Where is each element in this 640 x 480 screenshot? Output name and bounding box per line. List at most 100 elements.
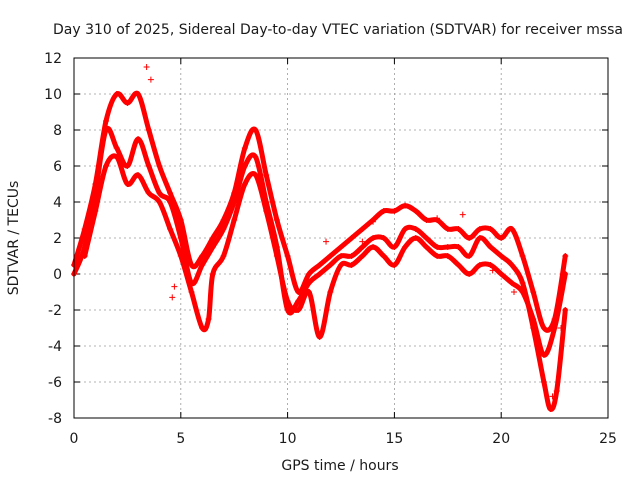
data-point-marker (476, 235, 483, 241)
data-point-marker (231, 217, 238, 223)
data-point-marker (231, 199, 238, 205)
data-point-marker (412, 226, 419, 232)
plot-frame (73, 57, 609, 419)
grid-lines (74, 58, 608, 418)
data-point-marker (199, 325, 206, 331)
data-point-marker (209, 271, 216, 277)
data-point-marker (487, 262, 494, 268)
data-point-marker (391, 244, 398, 250)
data-point-marker (252, 172, 259, 178)
data-point-marker (402, 202, 409, 209)
data-point-marker (273, 217, 280, 223)
data-point-marker (391, 262, 398, 268)
data-point-marker (188, 289, 195, 295)
data-point-marker (423, 244, 430, 250)
data-point-marker (209, 235, 216, 241)
data-point-marker (135, 172, 142, 178)
data-point-marker (167, 190, 174, 196)
data-point-marker (380, 235, 387, 241)
data-point-marker (327, 253, 334, 259)
data-point-marker (444, 253, 451, 259)
data-point-marker (402, 226, 409, 232)
data-point-marker (252, 127, 259, 133)
data-point-marker (156, 199, 163, 205)
data-point-marker (359, 238, 366, 245)
data-point-marker (380, 253, 387, 259)
data-point-marker (412, 208, 419, 214)
data-point-marker (284, 298, 291, 304)
data-point-marker (113, 154, 120, 160)
data-point-marker (295, 289, 302, 295)
data-point-marker (530, 316, 537, 322)
data-point-marker (338, 253, 344, 259)
data-point-marker (489, 267, 496, 274)
data-point-marker (284, 307, 291, 313)
data-point-marker (423, 235, 430, 241)
data-point-marker (487, 244, 494, 250)
data-point-marker (113, 91, 120, 97)
data-point-marker (498, 271, 505, 277)
data-point-marker (124, 181, 131, 187)
data-point-marker (205, 316, 212, 322)
data-point-marker (252, 154, 259, 160)
data-point-marker (220, 226, 227, 232)
data-point-marker (348, 253, 355, 259)
data-point-marker (348, 262, 355, 268)
data-point-marker (476, 226, 483, 232)
data-point-marker (338, 262, 344, 268)
data-point-marker (156, 190, 163, 196)
data-point-marker (553, 388, 560, 394)
data-point-marker (305, 280, 312, 286)
data-point-marker (540, 352, 547, 358)
data-point-marker (359, 226, 366, 232)
x-tick-label: 20 (492, 431, 510, 447)
x-tick-label: 0 (70, 431, 79, 447)
data-point-marker (295, 307, 302, 313)
data-point-marker (391, 208, 398, 214)
data-point-marker (540, 325, 547, 331)
series-band (71, 125, 568, 412)
data-point-marker (103, 118, 110, 124)
data-point-marker (323, 238, 330, 245)
data-point-marker (423, 217, 430, 223)
data-point-marker (551, 325, 558, 331)
data-point-marker (338, 244, 344, 250)
data-point-marker (455, 226, 462, 232)
data-point-marker (558, 325, 565, 331)
data-point-marker (316, 271, 323, 277)
data-point-marker (370, 244, 377, 250)
data-point-marker (359, 253, 366, 259)
data-point-marker (487, 226, 494, 232)
data-point-marker (241, 145, 248, 151)
data-point-marker (459, 211, 466, 218)
data-point-marker (562, 307, 569, 313)
data-point-marker (466, 235, 473, 241)
data-point-marker (434, 244, 441, 250)
data-point-marker (156, 163, 163, 169)
data-point-marker (444, 226, 451, 232)
data-point-marker (284, 253, 291, 259)
data-point-marker (455, 262, 462, 268)
data-point-marker (241, 163, 248, 169)
data-point-marker (562, 271, 569, 277)
data-point-marker (177, 235, 184, 241)
data-point-marker (241, 181, 248, 187)
y-tick-label: 12 (44, 51, 62, 67)
data-point-marker (370, 235, 377, 241)
data-point-marker (103, 127, 110, 133)
data-point-marker (327, 289, 334, 295)
data-point-marker (519, 280, 526, 286)
data-point-marker (549, 393, 556, 400)
y-axis-label: SDTVAR / TECUs (6, 181, 22, 296)
data-point-marker (145, 190, 152, 196)
series-track-a (71, 90, 569, 333)
y-tick-label: 6 (53, 159, 62, 175)
data-point-marker (455, 244, 462, 250)
data-point-marker (348, 235, 355, 241)
data-point-marker (444, 244, 451, 250)
data-point-marker (434, 253, 441, 259)
data-point-marker (508, 280, 515, 286)
data-point-marker (177, 253, 184, 259)
y-tick-label: 4 (53, 195, 62, 211)
